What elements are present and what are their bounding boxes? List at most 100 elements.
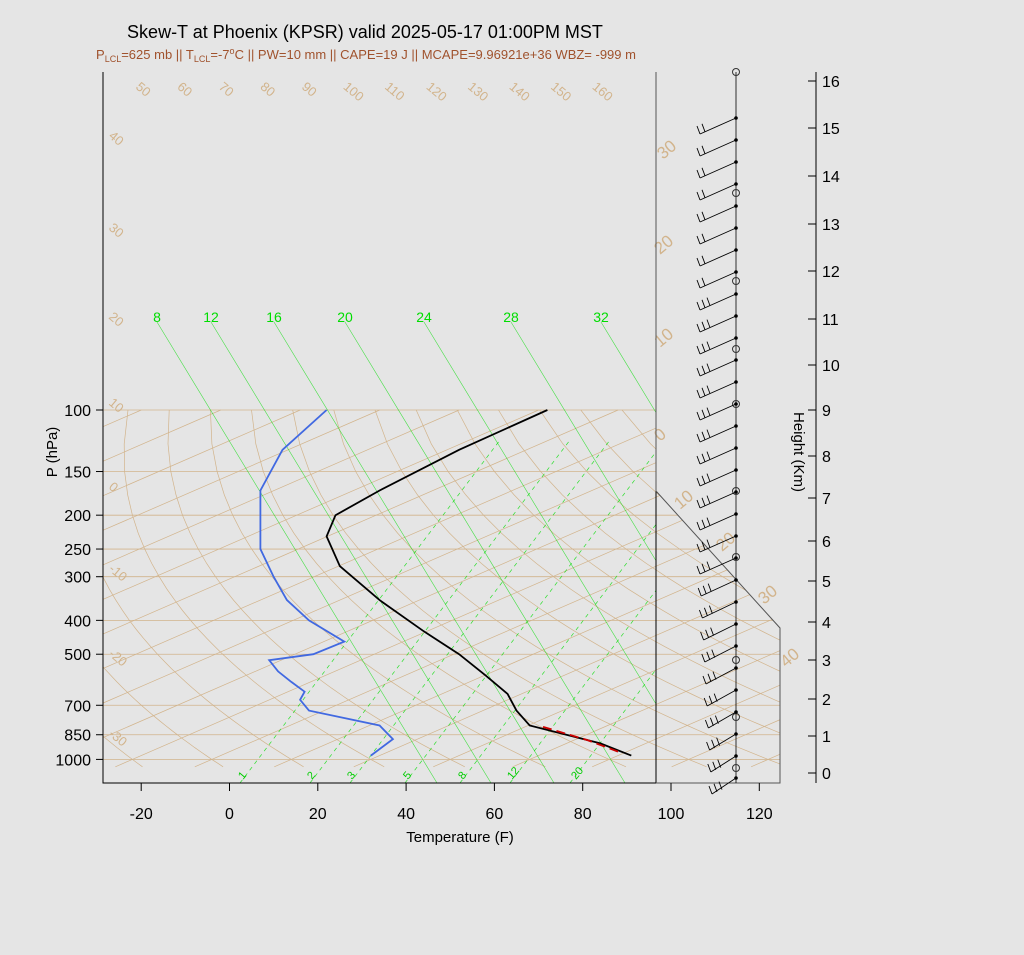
height-tick-label: 9 <box>822 403 831 420</box>
wind-barb-feather <box>702 520 705 528</box>
dry-adiabat-line <box>951 410 1024 767</box>
wind-barb-feather <box>704 608 707 616</box>
height-tick-label: 4 <box>822 615 831 632</box>
dry-adiabat-line <box>828 410 1024 767</box>
y-tick-label: 100 <box>64 403 91 420</box>
wind-barb-feather <box>707 742 710 750</box>
isotherm-line <box>831 410 1024 767</box>
wind-panel-frame <box>656 72 780 783</box>
wind-barb-feather <box>697 214 700 222</box>
wind-barb-shaft <box>710 734 736 750</box>
wind-barb-feather <box>709 606 712 614</box>
height-tick-label: 2 <box>822 692 831 709</box>
chart-title: Skew-T at Phoenix (KPSR) valid 2025-05-1… <box>127 22 603 42</box>
wind-barb-shaft <box>711 756 736 772</box>
mixing-ratio-label: 8 <box>153 309 161 325</box>
height-tick-label: 0 <box>822 766 831 783</box>
overlay-label: 30 <box>653 136 680 163</box>
height-tick-label: 8 <box>822 449 831 466</box>
wind-barb-feather <box>697 302 700 310</box>
wind-barb-feather <box>714 784 717 792</box>
wind-barb-feather <box>697 434 700 442</box>
wind-barb-feather <box>697 456 700 464</box>
wind-barb-feather <box>710 718 713 726</box>
wind-barb-feather <box>702 322 705 330</box>
wind-barb-feather <box>704 698 707 706</box>
x-tick-label: 60 <box>486 806 504 823</box>
wind-barb-feather <box>707 540 710 548</box>
wind-barb-feather <box>702 388 705 396</box>
wind-barb-feather <box>697 236 700 244</box>
wind-barb-feather <box>707 496 710 504</box>
isotherm-line <box>910 410 1024 767</box>
isotherm-line <box>990 410 1024 767</box>
mixing-ratio-label: 16 <box>266 309 282 325</box>
wind-barb-feather <box>702 432 705 440</box>
wind-barb-feather <box>712 650 715 658</box>
x-tick-label: 100 <box>658 806 685 823</box>
x-tick-label: 80 <box>574 806 592 823</box>
wind-barb-feather <box>697 258 700 266</box>
wind-barb-feather <box>697 192 700 200</box>
wind-barb-feather <box>702 146 705 154</box>
wind-barb-feather <box>697 500 700 508</box>
dry-adiabat-line <box>704 410 1024 767</box>
wind-barb-feather <box>697 170 700 178</box>
wind-barb-feather <box>702 256 705 264</box>
x-tick-label: 20 <box>309 806 327 823</box>
height-tick-label: 16 <box>822 74 840 91</box>
wind-barb-feather <box>703 676 706 684</box>
wind-barb-feather <box>702 344 705 352</box>
wind-barb-feather <box>708 584 711 592</box>
height-tick-label: 11 <box>822 312 839 329</box>
wind-barb-feather <box>697 412 700 420</box>
wind-barb-feather <box>697 478 700 486</box>
height-tick-label: 13 <box>822 217 840 234</box>
wind-barb-feather <box>697 126 700 134</box>
wind-barb-feather <box>703 586 706 594</box>
y-tick-label: 500 <box>64 647 91 664</box>
wind-barb-feather <box>698 588 701 596</box>
height-tick-label: 5 <box>822 574 831 591</box>
wind-barb-feather <box>697 522 700 530</box>
wind-barb-feather <box>702 300 705 308</box>
height-axis-label: Height (Km) <box>790 412 807 492</box>
wind-barb-feather <box>702 498 705 506</box>
wind-barb-feather <box>697 390 700 398</box>
wind-barb-feather <box>705 720 708 728</box>
y-tick-label: 250 <box>64 542 91 559</box>
plot-area <box>103 72 656 783</box>
wind-barb-feather <box>707 408 710 416</box>
wind-barb-feather <box>707 652 710 660</box>
wind-barb-feather <box>708 764 711 772</box>
wind-barb-feather <box>697 368 700 376</box>
y-tick-label: 400 <box>64 613 91 630</box>
wind-barb-feather <box>702 366 705 374</box>
x-tick-label: 120 <box>746 806 773 823</box>
y-tick-label: 300 <box>64 570 91 587</box>
wind-barb-feather <box>707 298 710 306</box>
wind-barb-feather <box>702 124 705 132</box>
mixing-ratio-label: 24 <box>416 309 432 325</box>
wind-barb-feather <box>702 454 705 462</box>
x-tick-label: -20 <box>130 806 153 823</box>
wind-barb-feather <box>707 342 710 350</box>
dry-adiabat-line <box>910 410 1024 767</box>
isotherm-line <box>672 410 1024 767</box>
wind-barb-feather <box>702 476 705 484</box>
mixing-ratio-label: 28 <box>503 309 519 325</box>
wind-barb-feather <box>707 562 710 570</box>
height-tick-label: 7 <box>822 491 831 508</box>
mixing-ratio-label: 12 <box>203 309 219 325</box>
wind-barb-feather <box>707 452 710 460</box>
wind-barb-feather <box>707 518 710 526</box>
wind-barb-feather <box>707 430 710 438</box>
wind-barb-feather <box>715 716 718 724</box>
wind-barb-feather <box>697 148 700 156</box>
y-tick-label: 850 <box>64 728 91 745</box>
mixing-ratio-label: 32 <box>593 309 609 325</box>
height-tick-label: 10 <box>822 358 840 375</box>
